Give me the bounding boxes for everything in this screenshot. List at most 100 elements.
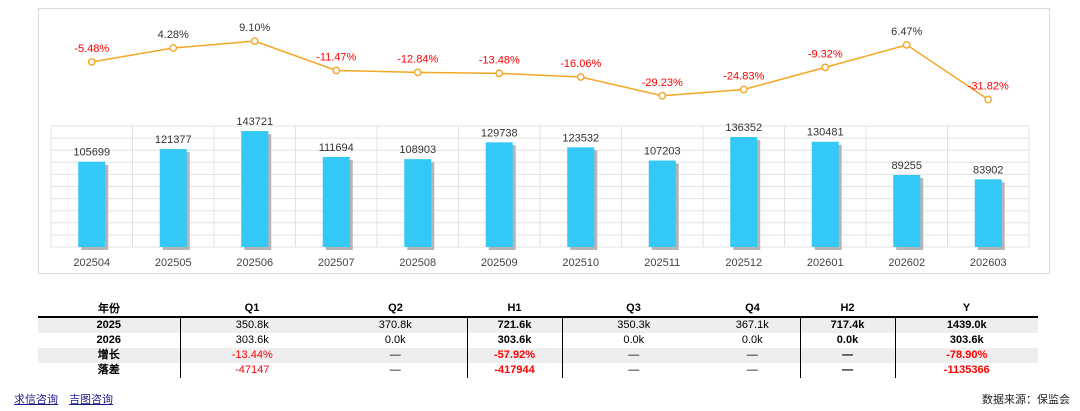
line-value-label: -24.83%	[723, 71, 764, 83]
table-cell: 370.8k	[324, 317, 467, 333]
table-cell: —	[799, 363, 895, 378]
bar-value-label: 111694	[319, 142, 354, 154]
header-h2: H2	[800, 300, 895, 318]
table-cell: 303.6k	[179, 333, 324, 348]
x-tick-label: 202506	[236, 257, 273, 269]
line-point	[984, 95, 993, 104]
table-cell: 350.8k	[179, 317, 324, 333]
table-cell: —	[324, 348, 467, 363]
line-point	[495, 69, 504, 78]
line-point	[821, 63, 830, 72]
table-cell: —	[799, 348, 895, 363]
bar	[730, 137, 758, 247]
line-point	[332, 66, 341, 75]
bar	[485, 142, 513, 247]
bar-value-label: 107203	[644, 146, 681, 158]
line-value-label: 6.47%	[891, 26, 922, 38]
line-value-label: -11.47%	[316, 51, 356, 63]
table-cell: 303.6k	[894, 333, 1038, 348]
x-tick-label: 202603	[970, 257, 1007, 269]
line-value-label: -29.23%	[642, 77, 683, 89]
table-header-row: 年份 Q1 Q2 H1 Q3 Q4 H2 Y	[38, 300, 1038, 318]
line-point	[169, 44, 178, 52]
bar	[404, 159, 432, 247]
line-value-label: -31.82%	[968, 80, 1009, 92]
table-row-2025: 2025 350.8k 370.8k 721.6k 350.3k 367.1k …	[38, 317, 1038, 333]
x-tick-label: 202507	[318, 257, 355, 269]
table-cell: -1135366	[894, 363, 1038, 378]
bar-value-label: 143721	[236, 116, 273, 128]
table-cell: 0.0k	[741, 334, 763, 346]
chart-canvas: 105699 121377 143721 111694 108903 129738 1235…	[50, 22, 1030, 269]
table-cell: —	[746, 364, 758, 376]
x-tick-label: 202511	[644, 257, 680, 269]
header-h1: H1	[467, 300, 562, 318]
bar	[241, 131, 269, 247]
bar-value-label: 130481	[807, 127, 844, 139]
table-cell: -417944	[466, 363, 562, 378]
header-year: 年份	[38, 300, 180, 318]
header-q3: Q3	[562, 300, 705, 318]
bar	[159, 149, 187, 247]
bar	[567, 147, 595, 247]
bar-value-label: 108903	[399, 144, 436, 156]
bar	[78, 161, 106, 247]
row-label: 增长	[38, 348, 180, 363]
line-value-label: -5.48%	[74, 43, 109, 55]
growth-line	[91, 40, 989, 101]
bar-value-label: 123532	[562, 132, 599, 144]
x-tick-label: 202601	[807, 257, 844, 269]
table-cell: 303.6k	[466, 333, 562, 348]
bar-value-label: 83902	[973, 164, 1004, 176]
table-row-gap: 落差 -47147 — -417944 — — — -1135366	[38, 363, 1038, 378]
x-tick-label: 202509	[481, 257, 518, 269]
bar-value-label: 129738	[481, 127, 518, 139]
line-value-label: 4.28%	[158, 29, 189, 41]
bar	[811, 141, 839, 247]
x-tick-label: 202505	[155, 257, 192, 269]
x-tick-label: 202504	[73, 257, 110, 269]
bar-value-label: 136352	[725, 122, 762, 134]
line-point	[658, 91, 667, 100]
table-cell: -78.90%	[894, 348, 1038, 363]
table-row-growth: 增长 -13.44% — -57.92% — — — -78.90%	[38, 348, 1038, 363]
footer-links: 求信咨询 吉图咨询	[14, 391, 121, 407]
row-label: 落差	[97, 364, 120, 376]
bar	[974, 179, 1002, 247]
header-y: Y	[895, 300, 1038, 318]
table-cell: 0.0k	[799, 333, 895, 348]
line-point	[87, 58, 96, 66]
header-q2: Q2	[324, 300, 467, 318]
table-cell: —	[705, 348, 800, 363]
line-value-label: 9.10%	[239, 22, 270, 34]
summary-table: 年份 Q1 Q2 H1 Q3 Q4 H2 Y 2025 350.8k 370.8…	[38, 300, 1038, 378]
header-q1: Q1	[180, 300, 324, 318]
table-cell: 367.1k	[705, 317, 800, 333]
x-tick-label: 202508	[399, 257, 436, 269]
header-q4: Q4	[705, 300, 800, 318]
bar	[322, 156, 350, 247]
link-qiuxin[interactable]: 求信咨询	[14, 394, 58, 406]
table-cell: -47147	[179, 363, 324, 378]
table-cell: 0.0k	[561, 333, 705, 348]
bar-value-label: 121377	[155, 134, 192, 146]
data-source: 数据来源：保监会	[982, 394, 1070, 406]
bar-value-label: 105699	[73, 147, 110, 159]
row-label: 2025	[38, 317, 180, 333]
line-value-label: -12.84%	[397, 53, 438, 65]
table-cell: 721.6k	[466, 317, 562, 333]
link-jitu[interactable]: 吉图咨询	[69, 394, 114, 406]
line-point	[576, 73, 585, 81]
bar	[648, 160, 676, 247]
bar-value-label: 89255	[891, 160, 922, 172]
table-cell: -13.44%	[179, 348, 324, 363]
x-tick-label: 202512	[725, 257, 762, 269]
line-point	[413, 68, 422, 77]
table-cell: 1439.0k	[894, 317, 1038, 333]
x-tick-label: 202510	[562, 257, 599, 269]
table-row-2026: 2026 303.6k 0.0k 303.6k 0.0k 0.0k 0.0k 3…	[38, 333, 1038, 348]
line-point	[902, 40, 911, 49]
table-cell: -57.92%	[466, 348, 562, 363]
combo-chart: 105699 121377 143721 111694 108903 129738 1235…	[38, 8, 1050, 274]
line-value-label: -13.48%	[479, 54, 520, 66]
